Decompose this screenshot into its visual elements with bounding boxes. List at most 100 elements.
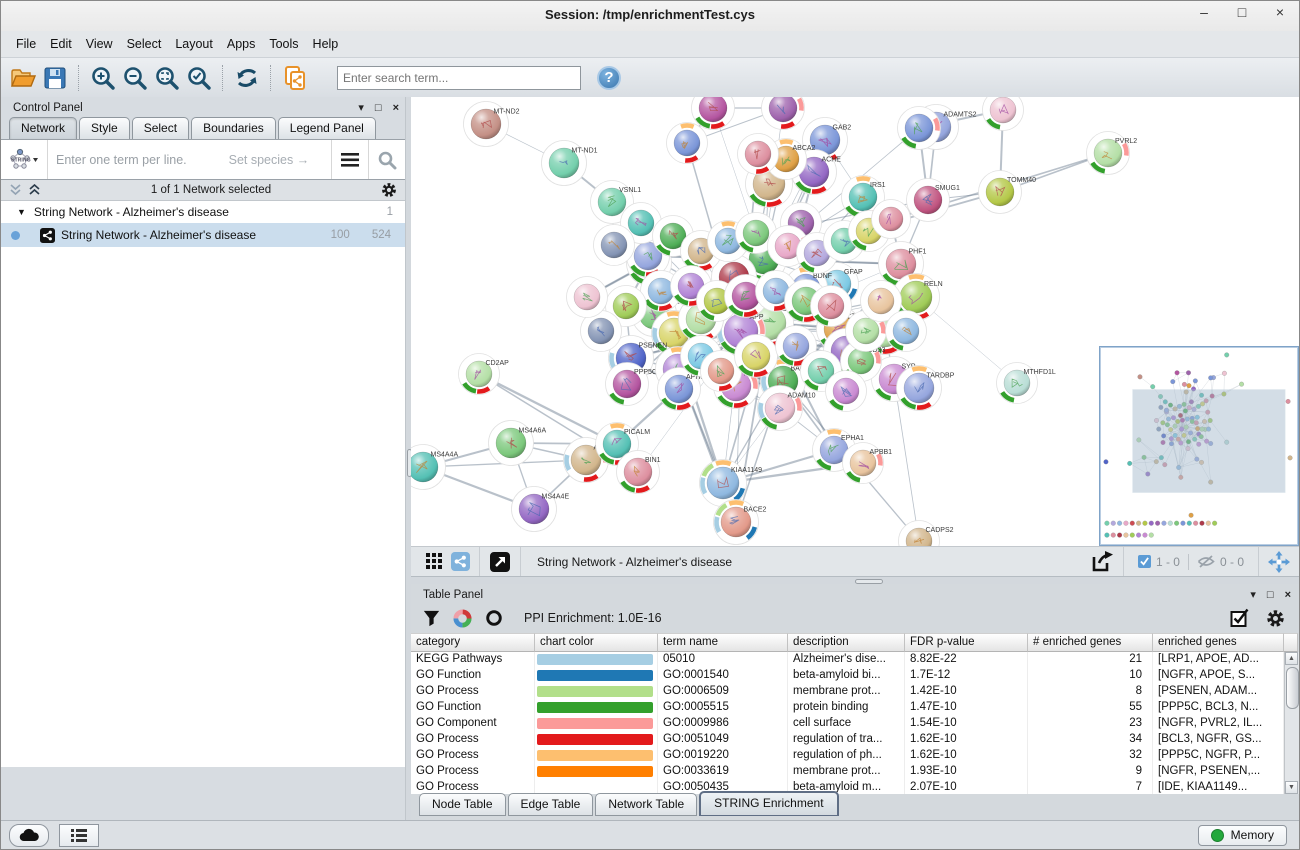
task-history-button[interactable] [59,823,99,847]
network-collection-row[interactable]: ▼ String Network - Alzheimer's disease 1 [1,201,405,223]
column-header-3[interactable]: term name [658,633,788,652]
search-input[interactable] [337,65,581,90]
zoom-fit-button[interactable] [151,63,183,93]
network-node[interactable] [761,97,805,130]
network-node[interactable]: MS4A4A [411,444,458,490]
panel-float-icon[interactable]: □ [1266,588,1274,601]
network-node[interactable]: MT-ND1 [541,140,598,186]
string-panel-button[interactable] [447,547,473,577]
network-node[interactable] [593,224,635,266]
gear-icon[interactable] [1266,609,1285,628]
string-options-button[interactable] [331,140,368,179]
column-header-1[interactable]: category [411,633,535,652]
network-node[interactable] [691,97,735,130]
vertical-scrollbar[interactable]: ▲ ▼ [1284,652,1299,794]
panel-float-icon[interactable]: □ [374,101,382,114]
select-rows-icon[interactable] [1230,608,1250,628]
network-node[interactable]: BIN1 [616,450,661,494]
network-node[interactable]: KIAA1149 [699,459,763,507]
maximize-button[interactable]: □ [1237,4,1247,20]
network-node[interactable]: PVRL2 [1086,131,1138,175]
zoom-out-button[interactable] [119,63,151,93]
tab-style[interactable]: Style [79,117,130,139]
tab-node-table[interactable]: Node Table [419,793,506,816]
network-node[interactable]: MS4A6A [488,420,547,466]
menu-item-layout[interactable]: Layout [175,37,213,51]
expand-all-icon[interactable] [28,184,41,196]
network-canvas[interactable]: MT-ND2MT-ND1VSNL1GAB2IRS1CHATACHEABCA2AD… [411,97,1299,547]
tab-boundaries[interactable]: Boundaries [191,117,276,139]
network-node[interactable]: CD2AP [458,353,510,395]
tab-network[interactable]: Network [9,117,78,139]
network-node[interactable] [885,310,927,352]
enrichment-row[interactable]: GO Process GO:0006509 membrane prot... 1.42… [411,684,1299,700]
birdseye-viewport[interactable] [1132,389,1286,493]
network-node[interactable] [737,133,779,175]
panel-close-icon[interactable]: × [1284,588,1291,601]
string-term-input[interactable]: Enter one term per line. Set species → [48,140,331,179]
panel-close-icon[interactable]: × [392,101,399,114]
clone-network-button[interactable] [279,63,311,93]
network-node[interactable] [823,220,865,262]
network-node[interactable]: BACE2 [713,499,767,545]
zoom-selected-button[interactable] [183,63,215,93]
menu-item-edit[interactable]: Edit [50,37,72,51]
enrichment-row[interactable]: GO Process GO:0050435 beta-amyloid m... 2.0… [411,780,1299,794]
memory-button[interactable]: Memory [1197,824,1287,846]
network-node[interactable]: IRS1 [841,175,886,219]
network-node[interactable]: TARDBP [896,365,955,411]
enrichment-row[interactable]: GO Component GO:0009986 cell surface 1.54E-… [411,716,1299,732]
refresh-button[interactable] [231,63,263,93]
network-node[interactable] [566,276,608,318]
menu-item-view[interactable]: View [85,37,113,51]
enrichment-row[interactable]: KEGG Pathways 05010 Alzheimer's dise... 8.8… [411,652,1299,668]
network-node[interactable] [800,350,842,392]
scrollbar-thumb[interactable] [1286,667,1299,709]
enrichment-row[interactable]: GO Process GO:0019220 regulation of ph... 1… [411,748,1299,764]
enrichment-row[interactable]: GO Function GO:0001540 beta-amyloid bi... 1… [411,668,1299,684]
tree-expander-icon[interactable]: ▼ [17,207,26,217]
column-header-5[interactable]: FDR p-value [905,633,1028,652]
network-node[interactable] [897,106,941,150]
enrichment-row[interactable]: GO Process GO:0051049 regulation of tra...… [411,732,1299,748]
network-node[interactable]: ADAM10 [757,385,816,431]
network-node[interactable]: MS4A4E [511,486,570,532]
collapse-all-icon[interactable] [9,184,22,196]
column-header-4[interactable]: description [788,633,905,652]
network-row-selected[interactable]: String Network - Alzheimer's disease 100… [1,223,405,247]
network-node[interactable] [734,334,778,378]
network-node[interactable] [666,122,708,164]
pan-navigate-button[interactable] [1265,547,1293,577]
tab-network-table[interactable]: Network Table [595,793,698,816]
network-node[interactable]: APBB1 [842,442,893,484]
gear-icon[interactable] [381,182,397,198]
filter-icon[interactable] [423,610,440,627]
network-node[interactable] [982,97,1024,131]
network-node[interactable]: TOMM40 [978,170,1037,214]
column-header-2[interactable]: chart color [535,633,658,652]
column-header-6[interactable]: # enriched genes [1028,633,1153,652]
pie-chart-icon[interactable] [453,608,472,628]
network-graph[interactable]: MT-ND2MT-ND1VSNL1GAB2IRS1CHATACHEABCA2AD… [411,97,1299,546]
set-species-hint[interactable]: Set species → [228,152,310,167]
enrichment-row[interactable]: GO Process GO:0033619 membrane prot... 1.93… [411,764,1299,780]
close-button[interactable]: × [1275,4,1285,20]
scroll-down-icon[interactable]: ▼ [1285,781,1298,794]
string-search-button[interactable] [368,140,405,179]
help-button[interactable]: ? [597,65,621,90]
enrichment-row[interactable]: GO Function GO:0005515 protein binding 1.47… [411,700,1299,716]
menu-item-select[interactable]: Select [126,37,162,51]
network-node[interactable] [860,280,902,322]
network-node[interactable] [640,270,682,312]
birdseye-toggle-button[interactable] [421,547,447,577]
birdseye-view[interactable] [1099,346,1299,546]
panel-collapse-icon[interactable]: ▾ [1250,589,1256,601]
menu-item-file[interactable]: File [16,37,37,51]
save-session-button[interactable] [39,63,71,93]
network-node[interactable] [735,212,777,254]
network-node[interactable]: MT-ND2 [463,101,520,147]
tab-select[interactable]: Select [131,117,190,139]
network-node[interactable] [825,370,867,412]
column-header-7[interactable]: enriched genes [1153,633,1284,652]
open-in-browser-button[interactable] [486,547,514,577]
